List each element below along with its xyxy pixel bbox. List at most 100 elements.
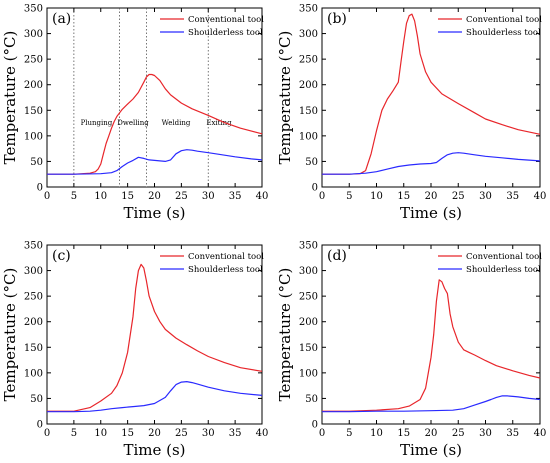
panel-label: (b) [327, 11, 347, 27]
y-tick-label: 150 [24, 343, 43, 354]
legend-label: Conventional tool [466, 15, 542, 25]
y-tick-label: 50 [305, 157, 318, 168]
y-tick-label: 150 [24, 106, 43, 117]
legend-label: Shoulderless tool [466, 28, 541, 38]
x-axis-title: Time (s) [400, 204, 462, 222]
x-tick-label: 15 [121, 191, 134, 202]
legend-label: Shoulderless tool [188, 265, 263, 275]
y-axis-title: Temperature (°C) [1, 268, 19, 402]
x-axis-title: Time (s) [123, 204, 185, 222]
y-tick-label: 50 [305, 394, 318, 405]
x-tick-label: 40 [256, 191, 269, 202]
phase-label: Welding [162, 119, 191, 127]
x-tick-label: 25 [175, 191, 188, 202]
y-tick-label: 200 [24, 80, 43, 91]
legend-label: Shoulderless tool [466, 265, 541, 275]
y-tick-label: 350 [299, 241, 318, 252]
y-tick-label: 250 [24, 55, 43, 66]
x-tick-label: 10 [370, 191, 383, 202]
x-tick-label: 20 [148, 191, 161, 202]
x-axis-title: Time (s) [400, 441, 462, 459]
y-tick-label: 350 [24, 241, 43, 252]
x-tick-label: 35 [506, 191, 519, 202]
y-tick-label: 200 [299, 317, 318, 328]
y-axis-title: Temperature (°C) [276, 31, 294, 165]
x-tick-label: 30 [202, 428, 215, 439]
x-tick-label: 5 [346, 428, 352, 439]
series-line-conventional-tool [47, 263, 263, 412]
legend-label: Conventional tool [188, 15, 264, 25]
phase-label: Exiting [206, 119, 232, 127]
y-tick-label: 0 [312, 183, 318, 194]
x-tick-label: 25 [175, 428, 188, 439]
phase-label: Dwelling [117, 119, 149, 127]
x-axis-title: Time (s) [123, 441, 185, 459]
x-tick-label: 30 [479, 428, 492, 439]
x-tick-label: 15 [397, 191, 410, 202]
y-tick-label: 200 [24, 317, 43, 328]
x-tick-label: 0 [319, 428, 325, 439]
x-tick-label: 5 [71, 191, 77, 202]
y-tick-label: 300 [24, 266, 43, 277]
y-tick-label: 250 [299, 55, 318, 66]
series-line-shoulderless-tool [47, 381, 263, 413]
series-line-shoulderless-tool [47, 149, 263, 175]
x-tick-label: 35 [506, 428, 519, 439]
y-tick-label: 300 [299, 266, 318, 277]
panel-label: (a) [52, 11, 71, 27]
y-tick-label: 0 [37, 183, 43, 194]
x-tick-label: 25 [452, 428, 465, 439]
x-tick-label: 30 [479, 191, 492, 202]
x-tick-label: 35 [229, 428, 242, 439]
x-tick-label: 0 [44, 428, 50, 439]
x-tick-label: 30 [202, 191, 215, 202]
x-tick-label: 0 [319, 191, 325, 202]
y-tick-label: 300 [299, 29, 318, 40]
series-line-shoulderless-tool [322, 395, 541, 413]
x-tick-label: 40 [256, 428, 269, 439]
y-tick-label: 350 [24, 4, 43, 15]
y-tick-label: 150 [299, 343, 318, 354]
series-line-conventional-tool [47, 73, 263, 175]
phase-label: Plunging [81, 119, 113, 127]
x-tick-label: 10 [370, 428, 383, 439]
x-tick-label: 5 [71, 428, 77, 439]
x-tick-label: 20 [425, 191, 438, 202]
y-tick-label: 50 [30, 157, 43, 168]
y-tick-label: 0 [37, 420, 43, 431]
x-tick-label: 35 [229, 191, 242, 202]
y-tick-label: 300 [24, 29, 43, 40]
series-line-shoulderless-tool [322, 152, 541, 175]
panel-label: (c) [52, 248, 71, 264]
x-tick-label: 15 [121, 428, 134, 439]
x-tick-label: 20 [425, 428, 438, 439]
y-tick-label: 250 [24, 292, 43, 303]
x-tick-label: 5 [346, 191, 352, 202]
series-line-conventional-tool [322, 279, 541, 412]
x-tick-label: 10 [94, 191, 107, 202]
panel-label: (d) [327, 248, 347, 264]
x-tick-label: 40 [534, 191, 547, 202]
y-tick-label: 100 [24, 131, 43, 142]
y-tick-label: 150 [299, 106, 318, 117]
x-tick-label: 40 [534, 428, 547, 439]
legend-label: Conventional tool [466, 252, 542, 262]
x-tick-label: 15 [397, 428, 410, 439]
y-tick-label: 100 [299, 131, 318, 142]
y-tick-label: 250 [299, 292, 318, 303]
x-tick-label: 10 [94, 428, 107, 439]
x-tick-label: 20 [148, 428, 161, 439]
y-axis-title: Temperature (°C) [276, 268, 294, 402]
y-tick-label: 350 [299, 4, 318, 15]
y-tick-label: 0 [312, 420, 318, 431]
legend-label: Conventional tool [188, 252, 264, 262]
y-tick-label: 50 [30, 394, 43, 405]
y-tick-label: 200 [299, 80, 318, 91]
x-tick-label: 25 [452, 191, 465, 202]
series-line-conventional-tool [322, 13, 541, 175]
y-axis-title: Temperature (°C) [1, 31, 19, 165]
legend-label: Shoulderless tool [188, 28, 263, 38]
x-tick-label: 0 [44, 191, 50, 202]
y-tick-label: 100 [24, 368, 43, 379]
